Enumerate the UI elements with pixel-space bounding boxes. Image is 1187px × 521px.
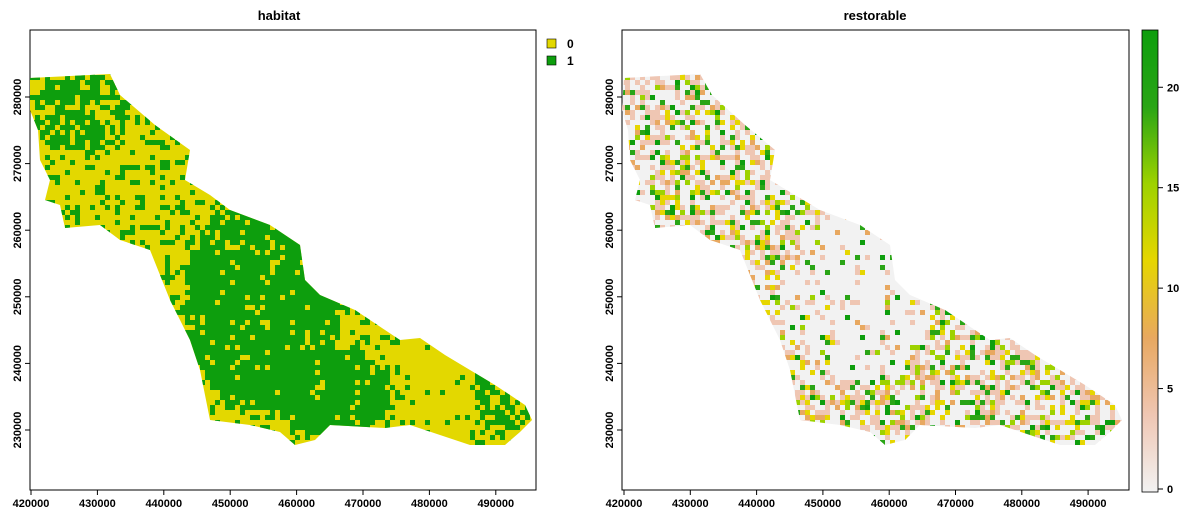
habitat-y-tick-label: 250000 (12, 278, 24, 315)
habitat-y-tick-label: 240000 (12, 345, 24, 382)
restorable-raster (622, 74, 1122, 445)
restorable-y-tick-label: 240000 (604, 345, 616, 382)
habitat-raster (30, 74, 532, 445)
restorable-map-title: restorable (844, 8, 907, 23)
habitat-x-tick-label: 420000 (13, 498, 50, 510)
restorable-colorbar-tick-label: 10 (1167, 283, 1179, 295)
habitat-y-tick-label: 270000 (12, 145, 24, 182)
habitat-y-tick-label: 230000 (12, 412, 24, 449)
habitat-x-tick-label: 450000 (212, 498, 249, 510)
restorable-x-tick-label: 450000 (805, 498, 842, 510)
habitat-x-tick-label: 470000 (345, 498, 382, 510)
restorable-colorbar-ticks: 0 5 10 15 20 (1158, 82, 1179, 496)
habitat-legend-label-1: 1 (567, 54, 574, 68)
habitat-map-frame (29, 29, 537, 491)
restorable-x-tick-label: 440000 (738, 498, 775, 510)
restorable-map-panel: restorable 420000 430000 440000 450000 46000… (604, 8, 1179, 510)
restorable-colorbar-tick-label: 5 (1167, 384, 1173, 396)
habitat-x-tick-label: 440000 (145, 498, 182, 510)
restorable-y-tick-label: 230000 (604, 412, 616, 449)
habitat-x-tick-label: 430000 (79, 498, 116, 510)
habitat-x-tick-label: 460000 (278, 498, 315, 510)
habitat-legend-swatch-1 (546, 55, 557, 66)
restorable-y-axis: 230000 240000 250000 260000 270000 280000 (604, 79, 622, 449)
restorable-y-tick-label: 250000 (604, 278, 616, 315)
restorable-x-tick-label: 460000 (871, 498, 908, 510)
habitat-map-title: habitat (258, 8, 301, 23)
restorable-x-axis: 420000 430000 440000 450000 460000 470000 4800… (606, 490, 1107, 510)
restorable-y-tick-label: 280000 (604, 79, 616, 116)
habitat-legend-label-0: 0 (567, 37, 574, 51)
habitat-y-tick-label: 280000 (12, 79, 24, 116)
restorable-y-tick-label: 260000 (604, 212, 616, 249)
habitat-legend-swatch-0 (546, 38, 557, 49)
restorable-x-tick-label: 430000 (672, 498, 709, 510)
habitat-x-axis: 420000 430000 440000 450000 460000 470000 4800… (13, 490, 514, 510)
restorable-map-frame (621, 29, 1130, 491)
habitat-x-tick-label: 490000 (477, 498, 514, 510)
habitat-x-tick-label: 480000 (411, 498, 448, 510)
restorable-colorbar: 0 5 10 15 20 (1141, 29, 1179, 496)
habitat-map-panel: habitat 420000 430000 440000 450000 460000 47… (12, 8, 574, 510)
restorable-x-tick-label: 470000 (937, 498, 974, 510)
restorable-y-tick-label: 270000 (604, 145, 616, 182)
restorable-colorbar-ramp (1141, 29, 1159, 493)
restorable-colorbar-tick-label: 0 (1167, 484, 1173, 496)
habitat-legend: 0 1 (546, 37, 574, 68)
habitat-y-tick-label: 260000 (12, 212, 24, 249)
habitat-y-axis: 230000 240000 250000 260000 270000 280000 (12, 79, 30, 449)
restorable-x-tick-label: 490000 (1070, 498, 1107, 510)
restorable-colorbar-tick-label: 15 (1167, 183, 1179, 195)
restorable-x-tick-label: 420000 (606, 498, 643, 510)
restorable-x-tick-label: 480000 (1003, 498, 1040, 510)
restorable-colorbar-tick-label: 20 (1167, 82, 1179, 94)
